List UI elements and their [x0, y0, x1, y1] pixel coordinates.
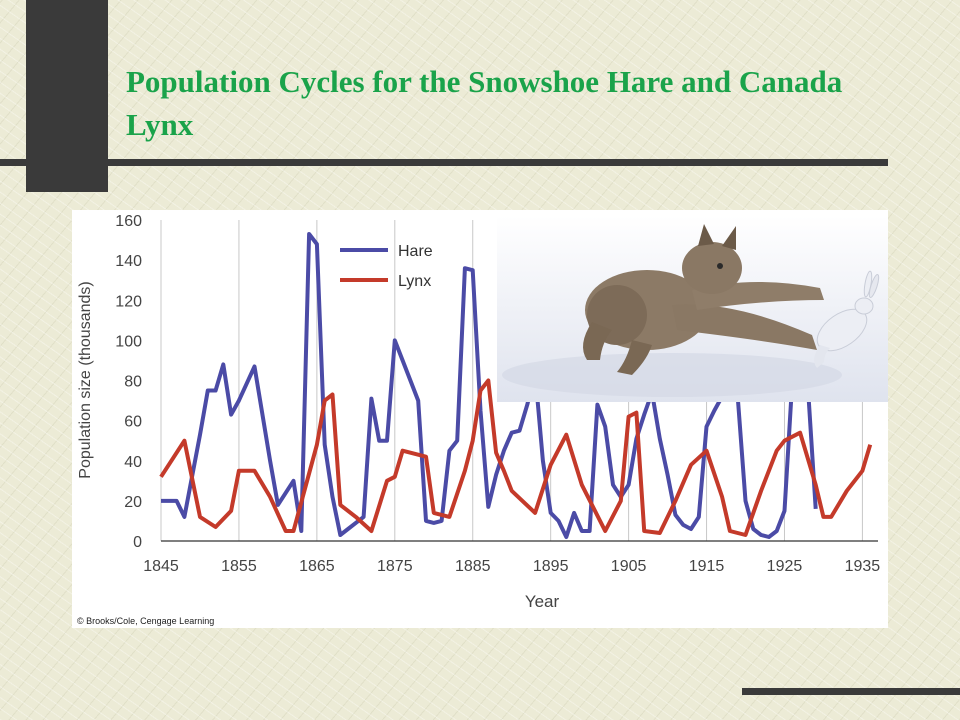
- lynx-hare-illustration: [497, 216, 888, 402]
- x-tick-label: 1895: [533, 558, 569, 575]
- legend-lynx-label: Lynx: [398, 273, 431, 290]
- snow-shadow: [502, 353, 842, 397]
- y-tick-label: 80: [124, 374, 142, 391]
- lynx-icon: [583, 224, 824, 375]
- x-axis-label: Year: [525, 592, 560, 611]
- x-tick-label: 1915: [689, 558, 725, 575]
- x-tick-label: 1885: [455, 558, 491, 575]
- x-tick-label: 1845: [143, 558, 179, 575]
- hare-icon: [814, 270, 880, 368]
- x-tick-label: 1925: [767, 558, 803, 575]
- x-tick-labels: 1845 1855 1865 1875 1885 1895 1905 1915 1925 1935: [143, 558, 880, 575]
- series-line-lynx: [159, 378, 873, 537]
- x-tick-label: 1865: [299, 558, 335, 575]
- x-tick-label: 1855: [221, 558, 257, 575]
- x-tick-label: 1875: [377, 558, 413, 575]
- y-tick-label: 140: [115, 253, 142, 270]
- title-divider: [0, 159, 888, 166]
- y-tick-label: 20: [124, 494, 142, 511]
- y-tick-label: 60: [124, 414, 142, 431]
- footer-divider: [742, 688, 960, 695]
- y-tick-labels: 0 20 40 60 80 100 120 140 160: [115, 213, 142, 551]
- figure-panel: 0 20 40 60 80 100 120 140 160 1845 1855 1865 1875 18…: [72, 210, 888, 628]
- y-axis-label: Population size (thousands): [77, 281, 94, 478]
- y-tick-label: 120: [115, 293, 142, 310]
- chart-legend: Hare Lynx: [340, 243, 433, 290]
- series-line-hare: [161, 232, 818, 539]
- y-tick-label: 40: [124, 454, 142, 471]
- copyright-credit: © Brooks/Cole, Cengage Learning: [77, 616, 215, 626]
- x-tick-label: 1935: [845, 558, 881, 575]
- series-lines: [159, 232, 873, 539]
- y-tick-label: 0: [133, 534, 142, 551]
- x-tick-label: 1905: [611, 558, 647, 575]
- slide-title: Population Cycles for the Snowshoe Hare …: [126, 64, 843, 142]
- y-tick-label: 100: [115, 333, 142, 350]
- legend-hare-label: Hare: [398, 243, 433, 260]
- y-tick-label: 160: [115, 213, 142, 230]
